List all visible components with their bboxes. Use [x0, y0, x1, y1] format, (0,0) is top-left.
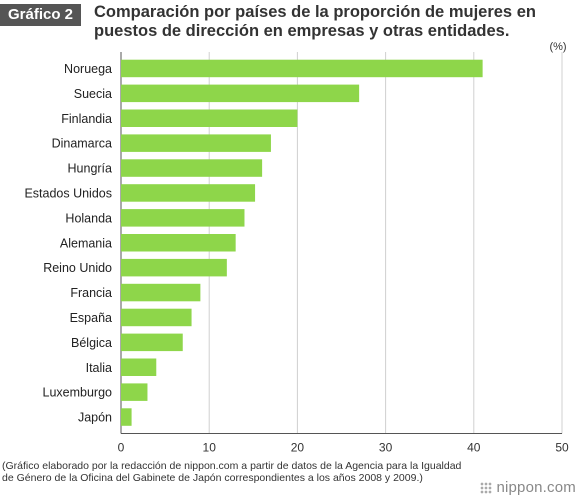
- chart-badge: Gráfico 2: [0, 4, 82, 26]
- bar: [121, 159, 263, 177]
- bar-chart: 0 10 20 30 40 50 (%) Noruega Suecia Finlandia Dina…: [24, 41, 569, 455]
- x-tick-label: 30: [379, 441, 393, 455]
- unit-label: (%): [549, 41, 566, 53]
- logo-text: nippon.com: [496, 479, 576, 496]
- bar: [121, 59, 483, 78]
- dots-logo-icon: [480, 481, 493, 494]
- bar: [121, 308, 192, 327]
- category-label: Italia: [86, 361, 112, 375]
- source-note: (Gráfico elaborado por la redacción de n…: [2, 460, 462, 484]
- category-label: España: [70, 311, 112, 325]
- bar: [121, 408, 132, 426]
- bar: [121, 358, 157, 376]
- category-label: Alemania: [60, 236, 112, 250]
- category-label: Japón: [78, 411, 112, 425]
- x-tick-label: 50: [555, 441, 569, 455]
- bar: [121, 283, 201, 302]
- bar: [121, 184, 256, 202]
- x-tick-label: 40: [467, 441, 481, 455]
- nippon-logo: nippon.com: [480, 479, 576, 496]
- category-label: Dinamarca: [52, 137, 112, 151]
- category-label: Luxemburgo: [43, 386, 113, 400]
- x-tick-label: 10: [203, 441, 217, 455]
- category-label: Noruega: [64, 62, 112, 76]
- bar: [121, 134, 271, 152]
- bar: [121, 209, 245, 227]
- category-label: Finlandia: [61, 112, 112, 126]
- category-label: Reino Unido: [43, 261, 112, 275]
- category-label: Bélgica: [71, 336, 112, 350]
- category-label: Hungría: [68, 162, 113, 176]
- x-tick-label: 0: [118, 441, 125, 455]
- bar: [121, 84, 360, 103]
- bar: [121, 333, 183, 352]
- category-label: Estados Unidos: [24, 186, 112, 200]
- x-tick-label: 20: [291, 441, 305, 455]
- category-label: Suecia: [74, 87, 112, 101]
- bar: [121, 234, 236, 252]
- bar: [121, 258, 227, 277]
- bar: [121, 383, 148, 401]
- chart-title: Comparación por países de la proporción …: [94, 3, 536, 40]
- category-label: Francia: [70, 286, 112, 300]
- bar: [121, 109, 298, 127]
- category-label: Holanda: [65, 211, 112, 225]
